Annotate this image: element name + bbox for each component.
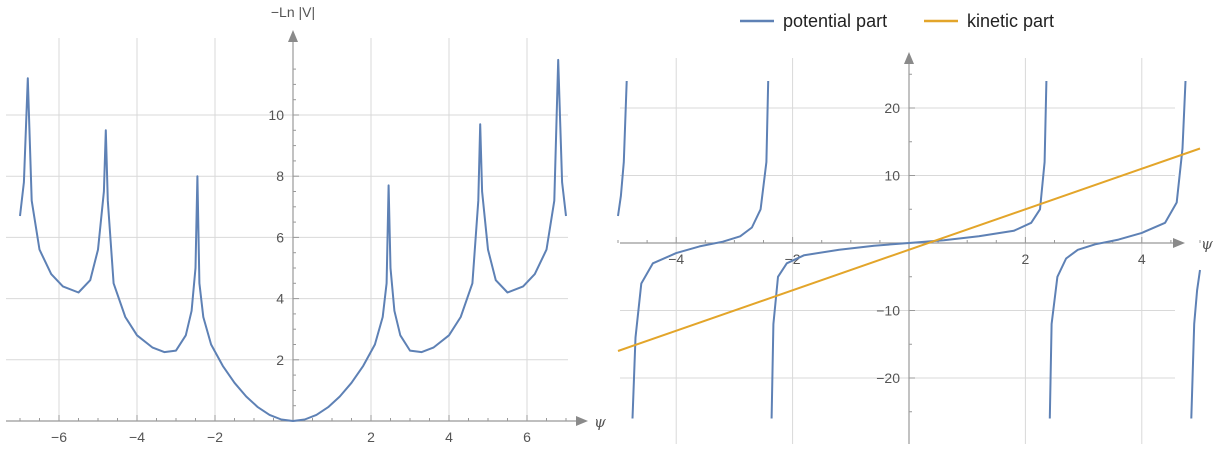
left-gridlines	[6, 38, 568, 421]
right-y-tick-label: −20	[876, 370, 900, 386]
right-y-tick-label: −10	[876, 303, 900, 319]
left-x-tick-label: 2	[367, 429, 375, 445]
left-y-tick-label: 2	[276, 352, 284, 368]
right-axes	[620, 52, 1185, 444]
left-series-line	[19, 58, 567, 422]
left-x-tick-label: 4	[445, 429, 453, 445]
potential-part-branch	[1048, 80, 1187, 419]
right-series	[617, 80, 1201, 419]
right-x-axis-arrow	[1173, 238, 1185, 248]
right-x-axis-label: ψ	[1201, 235, 1213, 253]
left-x-axis-arrow	[576, 416, 588, 426]
left-x-tick-label: −6	[51, 429, 67, 445]
right-legend: potential part kinetic part	[740, 11, 1054, 31]
left-x-axis-label: ψ	[594, 413, 606, 431]
left-y-tick-label: 8	[276, 168, 284, 184]
right-x-tick-label: 4	[1138, 251, 1146, 267]
left-chart: −6 −4 −2 2 4 6 2 4 6 8 10 ψ −Ln |V|	[6, 4, 606, 445]
right-y-tick-label: 20	[884, 100, 900, 116]
left-y-axis-arrow	[288, 30, 298, 42]
potential-part-branch	[770, 80, 1048, 419]
left-x-tick-label: −2	[207, 429, 223, 445]
left-tick-labels: −6 −4 −2 2 4 6 2 4 6 8 10	[51, 107, 531, 445]
left-x-tick-label: 6	[523, 429, 531, 445]
left-series	[19, 58, 567, 422]
right-y-axis-arrow	[904, 52, 914, 64]
right-y-tick-label: 10	[884, 168, 900, 184]
legend-label-potential-part: potential part	[783, 11, 887, 31]
left-y-axis-label: −Ln |V|	[271, 4, 315, 20]
right-gridlines	[620, 58, 1175, 444]
left-tick-marks	[19, 68, 567, 421]
left-y-tick-label: 4	[276, 291, 284, 307]
potential-part-branch	[631, 80, 770, 419]
right-x-tick-label: 2	[1022, 251, 1030, 267]
left-y-tick-label: 10	[268, 107, 284, 123]
potential-part-branch	[617, 80, 628, 217]
legend-label-kinetic-part: kinetic part	[967, 11, 1054, 31]
kinetic-part-line	[617, 147, 1201, 352]
potential-part-branch	[1190, 269, 1201, 419]
left-axes	[6, 30, 588, 426]
right-tick-marks	[617, 73, 1201, 413]
left-y-tick-label: 6	[276, 229, 284, 245]
left-x-tick-label: −4	[129, 429, 145, 445]
